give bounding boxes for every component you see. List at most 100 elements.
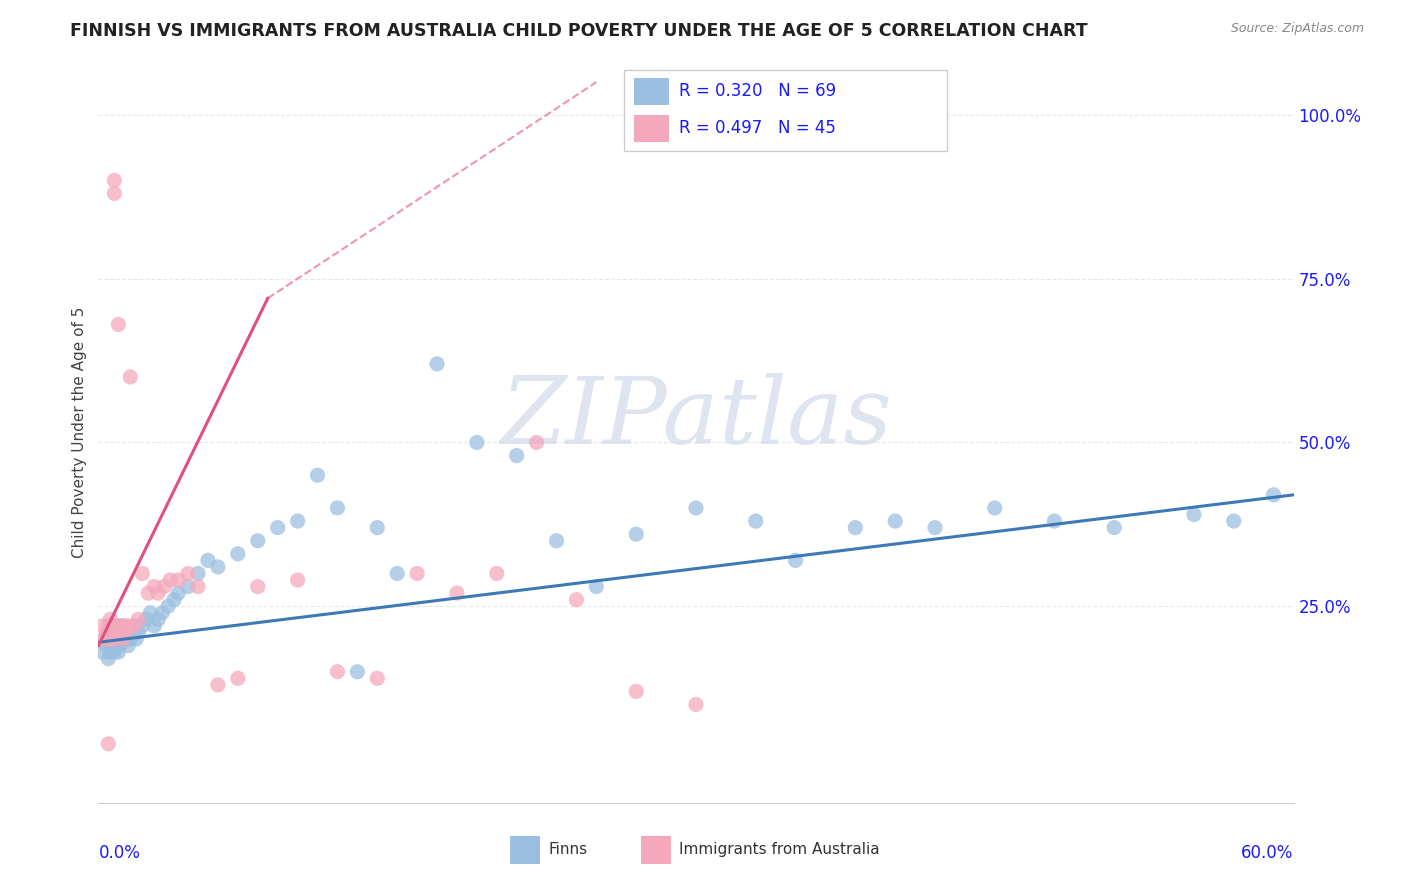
Point: [107, 625, 129, 640]
Point: [117, 625, 139, 640]
Point: [103, 625, 125, 640]
Point: [97, 625, 120, 640]
Point: [326, 500, 349, 515]
Point: [1043, 514, 1066, 528]
Point: [117, 619, 139, 633]
Point: [844, 521, 866, 535]
Point: [585, 580, 607, 594]
Point: [366, 521, 388, 535]
Point: [984, 500, 1007, 515]
Point: [97, 651, 120, 665]
Point: [131, 619, 153, 633]
Point: [97, 737, 120, 751]
Point: [127, 625, 149, 640]
Point: [187, 566, 209, 581]
Point: [110, 625, 132, 640]
Text: Finns: Finns: [548, 842, 588, 857]
Point: [101, 639, 124, 653]
Point: [101, 632, 124, 646]
Point: [136, 586, 159, 600]
Point: [124, 619, 146, 633]
Point: [112, 625, 135, 640]
Point: [127, 612, 149, 626]
Point: [884, 514, 907, 528]
Point: [121, 625, 143, 640]
Point: [91, 619, 114, 633]
Point: [107, 632, 129, 646]
Point: [101, 619, 124, 633]
Point: [785, 553, 807, 567]
Point: [110, 619, 132, 633]
Text: 0.0%: 0.0%: [98, 844, 141, 862]
Point: [120, 370, 142, 384]
Text: Immigrants from Australia: Immigrants from Australia: [679, 842, 880, 857]
Point: [135, 612, 157, 626]
Point: [167, 586, 190, 600]
Point: [96, 639, 118, 653]
Text: FINNISH VS IMMIGRANTS FROM AUSTRALIA CHILD POVERTY UNDER THE AGE OF 5 CORRELATIO: FINNISH VS IMMIGRANTS FROM AUSTRALIA CHI…: [70, 22, 1088, 40]
Point: [97, 632, 120, 646]
Point: [105, 632, 128, 646]
Point: [167, 573, 190, 587]
Point: [103, 645, 125, 659]
Point: [626, 527, 648, 541]
Y-axis label: Child Poverty Under the Age of 5: Child Poverty Under the Age of 5: [72, 307, 87, 558]
Point: [163, 592, 186, 607]
Point: [115, 625, 138, 640]
Point: [105, 639, 128, 653]
Point: [526, 435, 548, 450]
Point: [107, 645, 129, 659]
Point: [406, 566, 429, 581]
Point: [153, 580, 176, 594]
Point: [546, 533, 568, 548]
Point: [148, 586, 170, 600]
Point: [1263, 488, 1285, 502]
Point: [157, 599, 180, 614]
Point: [426, 357, 449, 371]
Point: [125, 632, 148, 646]
Point: [685, 500, 707, 515]
Bar: [510, 836, 540, 863]
Point: [267, 521, 290, 535]
Point: [745, 514, 768, 528]
Point: [148, 612, 170, 626]
Point: [107, 619, 129, 633]
Point: [124, 619, 146, 633]
Point: [117, 639, 139, 653]
Point: [105, 619, 128, 633]
Point: [346, 665, 368, 679]
Point: [98, 625, 122, 640]
Point: [287, 514, 309, 528]
Point: [111, 619, 134, 633]
Point: [143, 580, 166, 594]
Point: [626, 684, 648, 698]
Point: [207, 678, 229, 692]
Point: [111, 632, 134, 646]
Point: [287, 573, 309, 587]
Point: [98, 619, 122, 633]
Point: [159, 573, 181, 587]
Point: [115, 632, 138, 646]
Point: [1223, 514, 1246, 528]
Point: [685, 698, 707, 712]
Point: [103, 186, 125, 201]
Text: Source: ZipAtlas.com: Source: ZipAtlas.com: [1230, 22, 1364, 36]
Point: [187, 580, 209, 594]
Point: [98, 612, 122, 626]
Point: [226, 671, 249, 685]
Point: [96, 625, 118, 640]
Point: [465, 435, 488, 450]
Point: [150, 606, 173, 620]
Point: [93, 632, 115, 646]
Point: [307, 468, 329, 483]
Point: [366, 671, 388, 685]
Bar: [641, 836, 671, 863]
Point: [143, 619, 166, 633]
Point: [246, 533, 269, 548]
Point: [98, 645, 122, 659]
Point: [506, 449, 529, 463]
Point: [1182, 508, 1205, 522]
Point: [485, 566, 508, 581]
Point: [385, 566, 409, 581]
Point: [97, 619, 120, 633]
